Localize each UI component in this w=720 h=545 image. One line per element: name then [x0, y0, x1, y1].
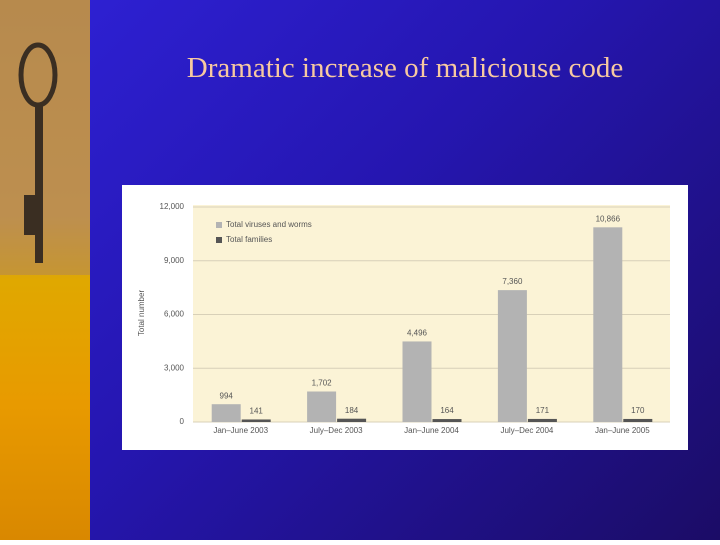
y-tick-label: 12,000 [160, 202, 185, 211]
data-label: 141 [250, 407, 264, 416]
data-label: 170 [631, 406, 645, 415]
x-tick-label: Jan–June 2004 [404, 426, 459, 435]
legend-label: Total viruses and worms [226, 220, 312, 229]
slide-title: Dramatic increase of maliciouse code [186, 52, 624, 84]
bar [402, 341, 432, 422]
bar [241, 419, 271, 422]
key-image [0, 0, 90, 275]
data-label: 164 [440, 406, 454, 415]
legend-label: Total families [226, 235, 272, 244]
bar [337, 418, 367, 422]
y-axis-label: Total number [137, 290, 146, 337]
x-tick-label: July–Dec 2004 [500, 426, 553, 435]
legend-swatch [216, 222, 222, 228]
y-tick-label: 6,000 [164, 310, 185, 319]
bar [527, 418, 557, 422]
bar [432, 419, 462, 422]
x-tick-label: Jan–June 2005 [595, 426, 650, 435]
bar [623, 418, 653, 422]
y-tick-label: 3,000 [164, 363, 185, 372]
x-tick-label: Jan–June 2003 [213, 426, 268, 435]
y-tick-label: 0 [180, 417, 185, 426]
data-label: 184 [345, 406, 359, 415]
decor-strip [0, 0, 90, 540]
data-label: 7,360 [502, 277, 523, 286]
bar [211, 404, 241, 422]
legend-swatch [216, 237, 222, 243]
bar [307, 391, 337, 422]
data-label: 10,866 [596, 214, 621, 223]
data-label: 171 [536, 406, 550, 415]
data-label: 994 [220, 391, 234, 400]
bar [497, 290, 527, 422]
data-label: 4,496 [407, 329, 428, 338]
x-tick-label: July–Dec 2003 [310, 426, 363, 435]
data-label: 1,702 [312, 379, 333, 388]
y-tick-label: 9,000 [164, 256, 185, 265]
bar [593, 227, 623, 422]
chart: Total number 0 3,000 6,000 9,000 12,000 994 1,… [122, 185, 688, 450]
